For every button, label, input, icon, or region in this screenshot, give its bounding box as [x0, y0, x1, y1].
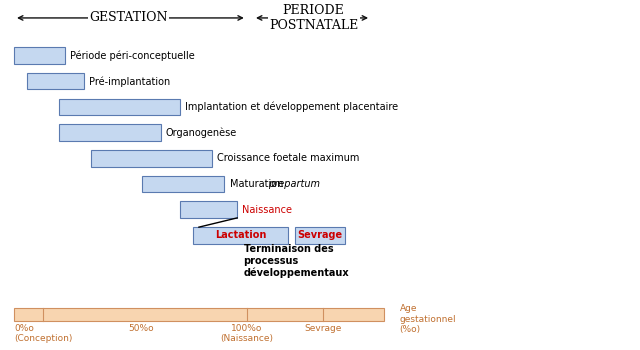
- Bar: [294, 227, 346, 244]
- Bar: [193, 227, 288, 244]
- Text: Lactation: Lactation: [214, 230, 266, 240]
- Text: 0%o
(Conception): 0%o (Conception): [14, 324, 72, 343]
- Bar: [14, 308, 384, 321]
- Text: Organogenèse: Organogenèse: [166, 127, 237, 138]
- Text: Terminaison des
processus
développementaux: Terminaison des processus développementa…: [244, 244, 349, 278]
- Bar: [141, 176, 225, 192]
- Text: 100%o
(Naissance): 100%o (Naissance): [220, 324, 273, 343]
- Text: 50%o: 50%o: [129, 324, 154, 333]
- Text: prepartum: prepartum: [268, 179, 320, 189]
- Text: Période péri-conceptuelle: Période péri-conceptuelle: [70, 50, 195, 61]
- Bar: [59, 124, 161, 141]
- Text: PERIODE
POSTNATALE: PERIODE POSTNATALE: [269, 4, 358, 32]
- Text: Sevrage: Sevrage: [305, 324, 342, 333]
- Text: Naissance: Naissance: [243, 205, 292, 215]
- Text: Croissance foetale maximum: Croissance foetale maximum: [217, 153, 359, 163]
- Bar: [59, 99, 180, 115]
- Bar: [27, 73, 84, 90]
- Bar: [180, 202, 237, 218]
- Text: Age
gestationnel
(%o): Age gestationnel (%o): [399, 304, 456, 334]
- Text: Pré-implantation: Pré-implantation: [90, 76, 171, 86]
- Text: Implantation et développement placentaire: Implantation et développement placentair…: [185, 102, 398, 112]
- Text: GESTATION: GESTATION: [90, 12, 168, 24]
- Bar: [91, 150, 212, 167]
- Bar: [14, 47, 65, 64]
- Text: Sevrage: Sevrage: [298, 230, 342, 240]
- Text: Maturation: Maturation: [230, 179, 286, 189]
